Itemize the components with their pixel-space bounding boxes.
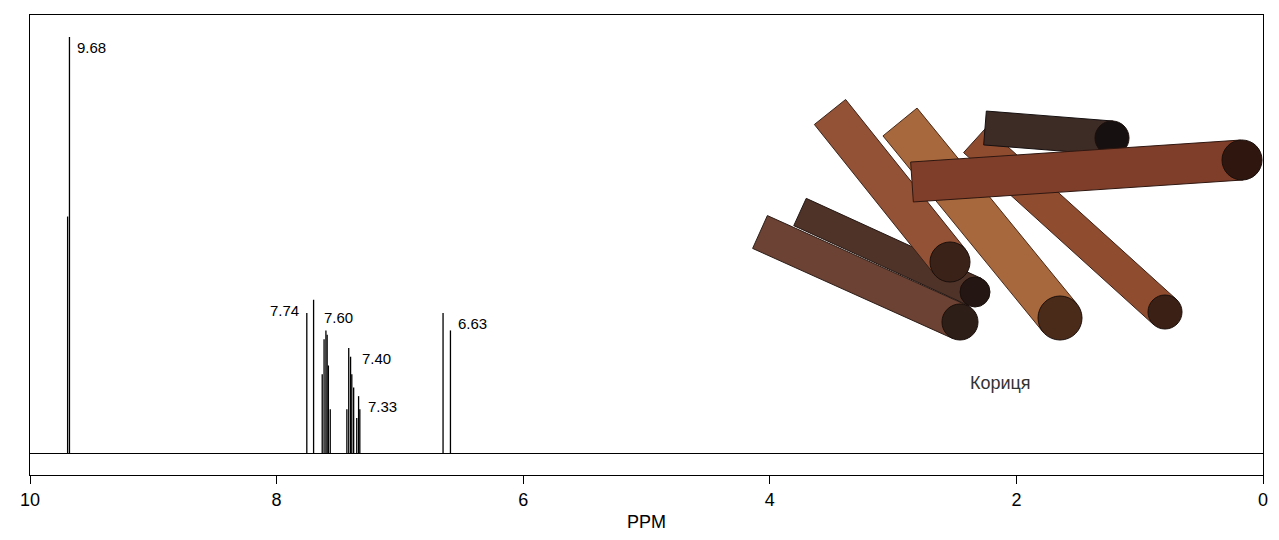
svg-text:8: 8 — [272, 490, 282, 510]
svg-text:Кориця: Кориця — [970, 373, 1031, 393]
svg-text:6.63: 6.63 — [458, 315, 487, 332]
svg-text:2: 2 — [1011, 490, 1021, 510]
svg-text:7.74: 7.74 — [270, 302, 299, 319]
svg-text:7.33: 7.33 — [368, 398, 397, 415]
svg-text:7.60: 7.60 — [324, 309, 353, 326]
svg-text:10: 10 — [20, 490, 40, 510]
svg-text:0: 0 — [1258, 490, 1268, 510]
svg-text:7.40: 7.40 — [362, 350, 391, 367]
svg-text:4: 4 — [765, 490, 775, 510]
svg-text:PPM: PPM — [627, 512, 666, 532]
svg-text:9.68: 9.68 — [77, 39, 106, 56]
svg-text:6: 6 — [518, 490, 528, 510]
